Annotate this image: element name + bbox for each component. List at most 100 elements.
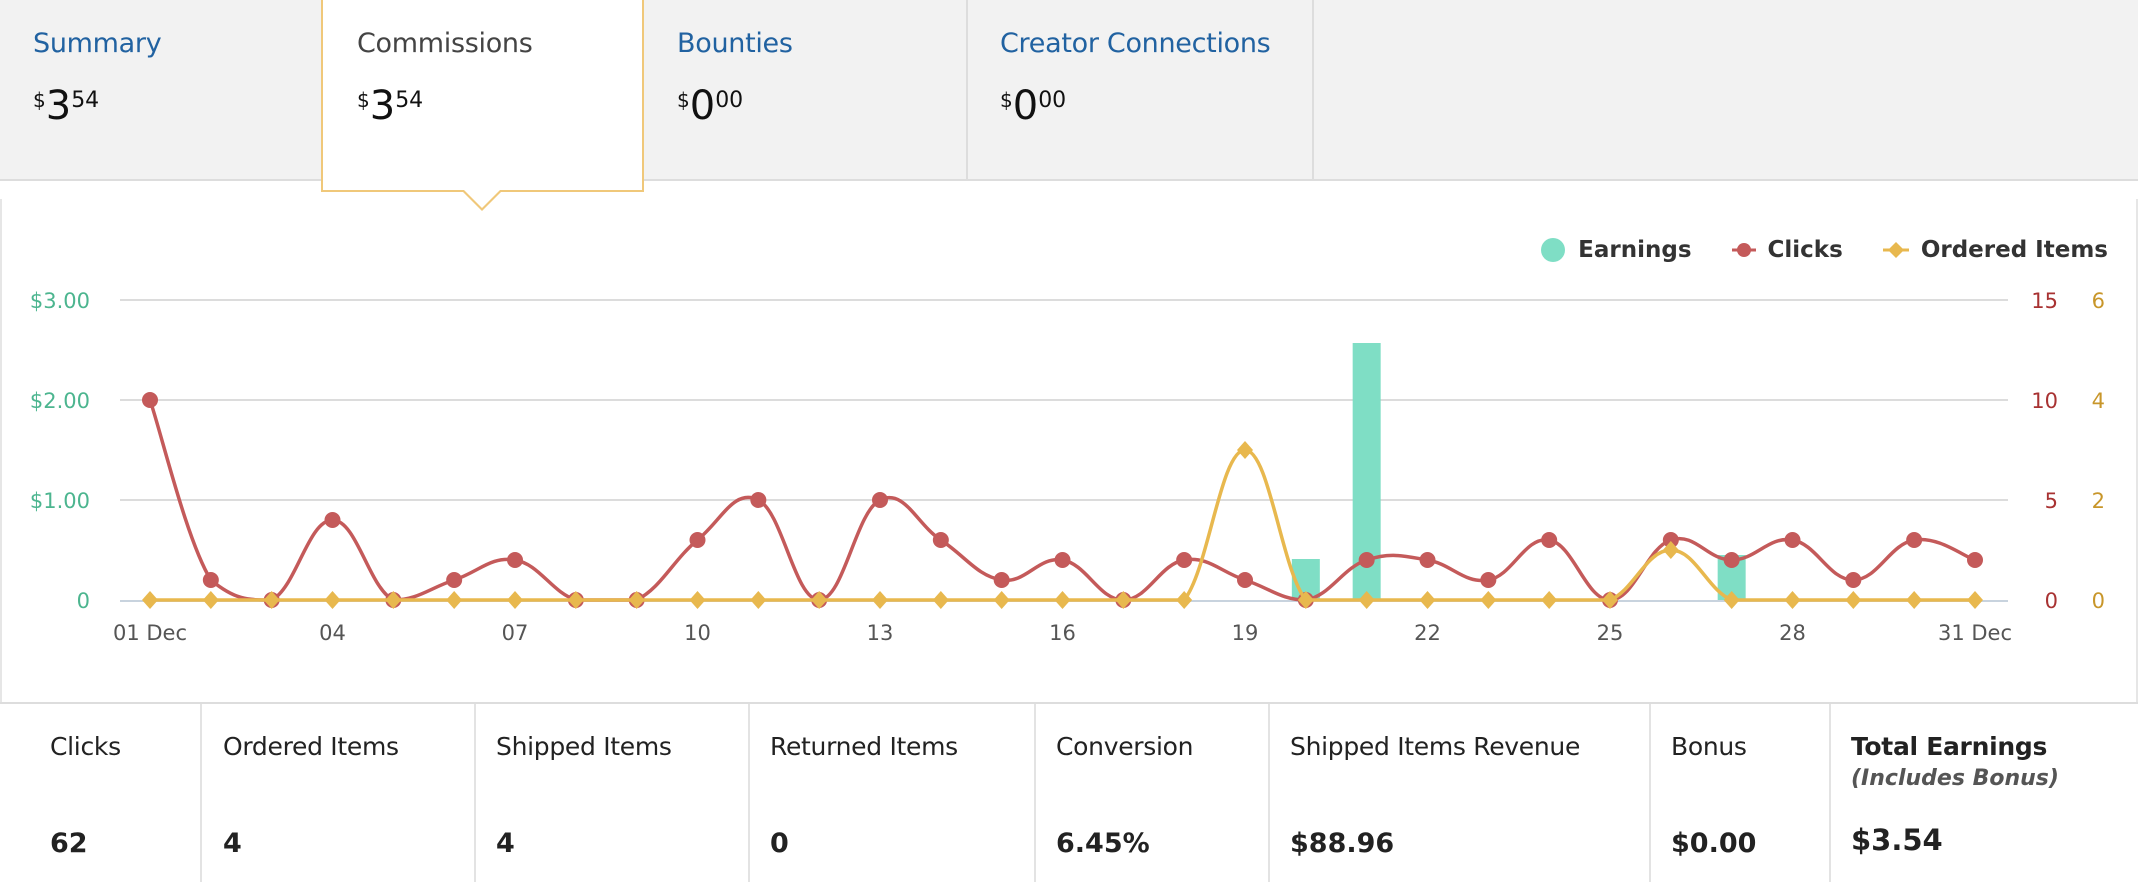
tab-amount: $354	[357, 83, 424, 129]
tab-divider	[1312, 0, 1314, 180]
stat-value: $88.96	[1290, 828, 1395, 859]
ordered-items-point[interactable]	[1176, 591, 1193, 609]
earnings-tabs: Summary $354 Commissions $354 Bounties $…	[0, 0, 2138, 192]
clicks-line	[148, 399, 1976, 602]
clicks-point[interactable]	[446, 572, 463, 588]
stat-bonus: Bonus $0.00	[1651, 704, 1831, 882]
clicks-point[interactable]	[1906, 532, 1923, 548]
y-axis-right-items-tick: 6	[2092, 289, 2105, 313]
tab-bounties[interactable]: Bounties $000	[644, 0, 966, 180]
ordered-items-point[interactable]	[507, 591, 523, 609]
ordered-items-point[interactable]	[1054, 591, 1071, 609]
circle-line-icon	[1731, 243, 1756, 257]
y-axis-left-tick: 0	[77, 589, 90, 613]
clicks-point[interactable]	[872, 492, 888, 508]
clicks-point[interactable]	[1419, 552, 1436, 568]
clicks-point[interactable]	[932, 532, 949, 548]
earnings-chart[interactable]: 0 $1.00 $2.00 $3.00 0 5 10 15 0 2 4 6 01 Dec 04 07 10 13…	[0, 199, 2138, 702]
clicks-point[interactable]	[1054, 552, 1071, 568]
ordered-items-point[interactable]	[1358, 591, 1375, 609]
tab-amount: $000	[677, 83, 744, 129]
ordered-items-point[interactable]	[1602, 591, 1618, 609]
x-axis-tick: 10	[684, 621, 711, 645]
x-axis-tick: 28	[1779, 621, 1806, 645]
clicks-point[interactable]	[993, 572, 1010, 588]
stat-value: $0.00	[1671, 828, 1757, 859]
stat-label: Total Earnings	[1851, 732, 2048, 761]
tab-summary[interactable]: Summary $354	[0, 0, 322, 180]
ordered-items-point[interactable]	[446, 591, 463, 609]
stat-value: 0	[770, 828, 789, 859]
diamond-line-icon	[1882, 242, 1909, 258]
tab-commissions[interactable]: Commissions $354	[321, 0, 644, 192]
stat-ordered-items: Ordered Items 4	[202, 704, 476, 882]
stat-label: Clicks	[50, 732, 121, 761]
x-axis-tick: 01 Dec	[113, 621, 187, 645]
y-axis-right-clicks-tick: 0	[2045, 589, 2058, 613]
clicks-point[interactable]	[1845, 572, 1862, 588]
ordered-items-point[interactable]	[202, 591, 219, 609]
x-axis-tick: 16	[1049, 621, 1076, 645]
y-axis-right-items-tick: 0	[2092, 589, 2105, 613]
stat-value: $3.54	[1851, 823, 1943, 857]
clicks-point[interactable]	[1176, 552, 1193, 568]
y-axis-right-clicks-tick: 10	[2031, 389, 2058, 413]
tab-amount: $000	[1000, 83, 1067, 129]
clicks-point[interactable]	[1784, 532, 1801, 548]
ordered-items-point[interactable]	[1967, 591, 1983, 609]
clicks-point[interactable]	[1723, 552, 1740, 568]
ordered-items-point[interactable]	[1541, 591, 1558, 609]
tab-creator-connections[interactable]: Creator Connections $000	[968, 0, 1312, 180]
circle-icon	[1541, 238, 1566, 262]
ordered-items-point[interactable]	[1115, 591, 1132, 609]
legend-clicks[interactable]: Clicks	[1731, 237, 1843, 263]
ordered-items-point[interactable]	[689, 591, 706, 609]
clicks-point[interactable]	[689, 532, 706, 548]
ordered-items-point[interactable]	[263, 591, 280, 609]
clicks-point[interactable]	[1967, 552, 1983, 568]
ordered-items-point[interactable]	[1845, 591, 1862, 609]
ordered-items-point[interactable]	[385, 591, 402, 609]
stat-shipped-revenue: Shipped Items Revenue $88.96	[1270, 704, 1651, 882]
ordered-items-point[interactable]	[1784, 591, 1801, 609]
ordered-items-point[interactable]	[1237, 441, 1253, 459]
ordered-items-point[interactable]	[567, 591, 584, 609]
clicks-point[interactable]	[1480, 572, 1497, 588]
ordered-items-point[interactable]	[750, 591, 767, 609]
ordered-items-point[interactable]	[628, 591, 645, 609]
clicks-point[interactable]	[142, 392, 158, 408]
y-axis-right-items-tick: 4	[2092, 389, 2105, 413]
stats-row: Clicks 62 Ordered Items 4 Shipped Items …	[0, 702, 2138, 882]
tab-label: Creator Connections	[1000, 28, 1271, 59]
ordered-items-point[interactable]	[1662, 541, 1679, 559]
ordered-items-point[interactable]	[811, 591, 828, 609]
ordered-items-point[interactable]	[993, 591, 1010, 609]
legend-ordered-items[interactable]: Ordered Items	[1882, 237, 2108, 263]
legend-earnings[interactable]: Earnings	[1540, 237, 1692, 263]
ordered-items-point[interactable]	[872, 591, 888, 609]
clicks-point[interactable]	[1541, 532, 1558, 548]
ordered-items-point[interactable]	[1723, 591, 1740, 609]
ordered-items-point[interactable]	[324, 591, 341, 609]
tab-label: Bounties	[677, 28, 793, 59]
ordered-items-point[interactable]	[1297, 591, 1314, 609]
clicks-point[interactable]	[202, 572, 219, 588]
stat-value: 4	[496, 828, 515, 859]
clicks-point[interactable]	[750, 492, 767, 508]
clicks-point[interactable]	[1237, 572, 1253, 588]
clicks-point[interactable]	[1358, 552, 1375, 568]
clicks-point[interactable]	[1662, 532, 1679, 548]
ordered-items-point[interactable]	[932, 591, 949, 609]
y-axis-left-tick: $2.00	[30, 389, 90, 413]
ordered-items-point[interactable]	[1480, 591, 1497, 609]
clicks-point[interactable]	[507, 552, 523, 568]
stat-label: Ordered Items	[223, 732, 399, 761]
ordered-items-point[interactable]	[1906, 591, 1923, 609]
tab-label: Summary	[33, 28, 162, 59]
stat-label: Conversion	[1056, 732, 1194, 761]
ordered-items-point[interactable]	[142, 591, 158, 609]
clicks-point[interactable]	[324, 512, 341, 528]
ordered-items-point[interactable]	[1419, 591, 1436, 609]
y-axis-left-tick: $1.00	[30, 489, 90, 513]
stat-conversion: Conversion 6.45%	[1036, 704, 1270, 882]
